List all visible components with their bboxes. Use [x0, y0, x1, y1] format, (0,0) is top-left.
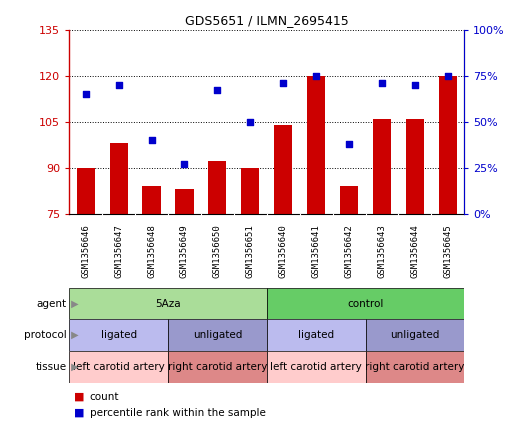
- Text: GSM1356648: GSM1356648: [147, 224, 156, 277]
- Text: GSM1356650: GSM1356650: [213, 224, 222, 277]
- Title: GDS5651 / ILMN_2695415: GDS5651 / ILMN_2695415: [185, 14, 349, 27]
- Point: [181, 161, 189, 168]
- Bar: [267, 319, 365, 351]
- Text: GSM1356641: GSM1356641: [311, 224, 321, 277]
- Bar: [110, 143, 128, 214]
- Text: left carotid artery: left carotid artery: [270, 362, 362, 372]
- Bar: [267, 351, 365, 383]
- Bar: [143, 186, 161, 214]
- Bar: [365, 351, 464, 383]
- Point: [246, 118, 254, 125]
- Text: right carotid artery: right carotid artery: [365, 362, 465, 372]
- Text: ▶: ▶: [68, 299, 78, 308]
- Text: unligated: unligated: [390, 330, 440, 340]
- Point: [82, 91, 90, 97]
- Text: GSM1356647: GSM1356647: [114, 224, 123, 277]
- Text: ■: ■: [74, 392, 85, 402]
- Text: tissue: tissue: [35, 362, 67, 372]
- Text: right carotid artery: right carotid artery: [168, 362, 267, 372]
- Bar: [241, 168, 260, 214]
- Bar: [69, 288, 267, 319]
- Text: ligated: ligated: [101, 330, 136, 340]
- Bar: [267, 288, 464, 319]
- Text: GSM1356644: GSM1356644: [410, 224, 420, 277]
- Point: [444, 72, 452, 79]
- Text: GSM1356646: GSM1356646: [81, 224, 90, 277]
- Bar: [340, 186, 358, 214]
- Point: [345, 140, 353, 147]
- Text: 5Aza: 5Aza: [155, 299, 181, 308]
- Text: GSM1356645: GSM1356645: [443, 224, 452, 277]
- Point: [213, 87, 222, 94]
- Bar: [307, 76, 325, 214]
- Text: agent: agent: [36, 299, 67, 308]
- Text: GSM1356651: GSM1356651: [246, 224, 255, 277]
- Bar: [69, 319, 168, 351]
- Bar: [168, 319, 267, 351]
- Point: [279, 80, 287, 86]
- Text: GSM1356643: GSM1356643: [378, 224, 386, 277]
- Text: percentile rank within the sample: percentile rank within the sample: [90, 408, 266, 418]
- Text: GSM1356640: GSM1356640: [279, 224, 288, 277]
- Bar: [175, 189, 193, 214]
- Text: count: count: [90, 392, 120, 402]
- Text: GSM1356642: GSM1356642: [345, 224, 353, 277]
- Bar: [208, 162, 226, 214]
- Point: [114, 82, 123, 88]
- Text: ligated: ligated: [298, 330, 334, 340]
- Bar: [76, 168, 95, 214]
- Point: [312, 72, 320, 79]
- Point: [147, 137, 155, 143]
- Text: left carotid artery: left carotid artery: [73, 362, 165, 372]
- Text: GSM1356649: GSM1356649: [180, 224, 189, 277]
- Bar: [69, 351, 168, 383]
- Bar: [168, 351, 267, 383]
- Bar: [406, 118, 424, 214]
- Bar: [373, 118, 391, 214]
- Text: control: control: [347, 299, 384, 308]
- Point: [411, 82, 419, 88]
- Text: unligated: unligated: [193, 330, 242, 340]
- Text: ▶: ▶: [68, 362, 78, 372]
- Bar: [439, 76, 457, 214]
- Text: ■: ■: [74, 408, 85, 418]
- Bar: [365, 319, 464, 351]
- Point: [378, 80, 386, 86]
- Bar: [274, 125, 292, 214]
- Text: ▶: ▶: [68, 330, 78, 340]
- Text: protocol: protocol: [24, 330, 67, 340]
